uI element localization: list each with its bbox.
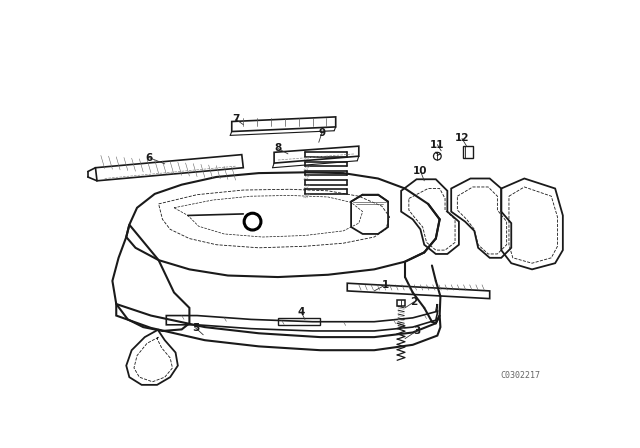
Text: 9: 9 <box>318 128 325 138</box>
Circle shape <box>243 212 262 231</box>
Text: C0302217: C0302217 <box>500 371 541 380</box>
Text: 4: 4 <box>298 307 305 317</box>
Text: 11: 11 <box>430 140 445 150</box>
Text: 6: 6 <box>146 153 153 163</box>
Text: 10: 10 <box>413 166 428 176</box>
Text: 8: 8 <box>275 143 282 154</box>
Text: 1: 1 <box>382 280 389 290</box>
Polygon shape <box>397 300 405 306</box>
Text: 7: 7 <box>232 114 239 124</box>
Text: 5: 5 <box>192 323 199 333</box>
Text: 12: 12 <box>455 134 469 143</box>
Text: 3: 3 <box>413 326 420 336</box>
Circle shape <box>246 215 259 228</box>
Text: 2: 2 <box>411 297 418 307</box>
